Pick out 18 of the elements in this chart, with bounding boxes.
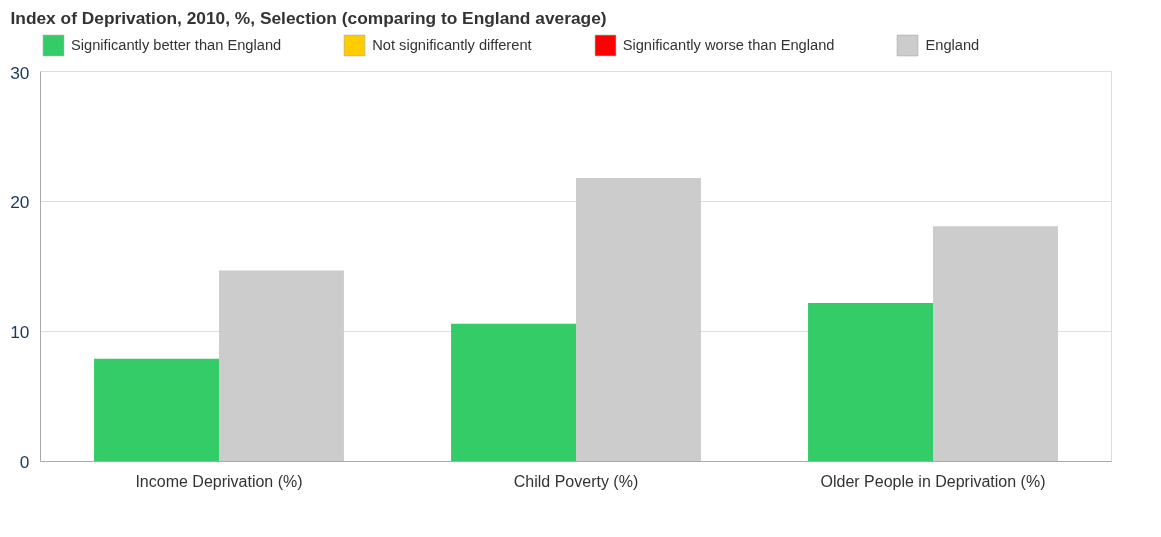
- chart-title: Index of Deprivation, 2010, %, Selection (comparing to England average): [10, 7, 607, 28]
- y-tick-label: 20: [10, 191, 30, 212]
- x-tick-label: Income Deprivation (%): [135, 472, 303, 490]
- legend-label: Significantly better than England: [71, 37, 282, 53]
- bar: [451, 323, 576, 462]
- y-tick-label: 10: [10, 321, 30, 342]
- y-tick-label: 30: [10, 62, 30, 83]
- bar: [808, 302, 933, 462]
- bar: [576, 178, 701, 462]
- legend-label: England: [925, 37, 980, 53]
- legend-label: Significantly worse than England: [622, 37, 835, 53]
- bar: [94, 358, 219, 462]
- bar: [219, 270, 344, 462]
- legend-label: Not significantly different: [372, 37, 532, 53]
- x-tick-label: Child Poverty (%): [513, 472, 639, 490]
- bar: [933, 226, 1058, 462]
- y-tick-label: 0: [19, 451, 30, 472]
- x-tick-label: Older People in Deprivation (%): [820, 472, 1046, 490]
